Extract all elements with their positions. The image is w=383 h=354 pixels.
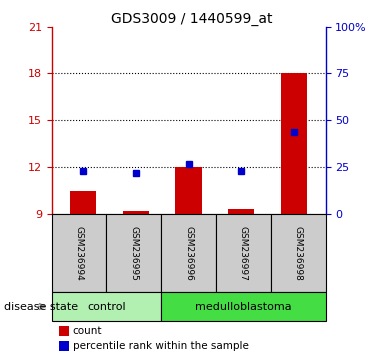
Text: control: control bbox=[87, 302, 126, 312]
Text: GSM236994: GSM236994 bbox=[75, 226, 83, 280]
Text: medulloblastoma: medulloblastoma bbox=[195, 302, 292, 312]
Bar bbox=[228, 210, 254, 214]
Text: percentile rank within the sample: percentile rank within the sample bbox=[73, 341, 249, 351]
Text: GSM236995: GSM236995 bbox=[129, 225, 138, 281]
Text: disease state: disease state bbox=[4, 302, 78, 312]
Text: GSM236998: GSM236998 bbox=[294, 225, 303, 281]
Bar bbox=[123, 211, 149, 214]
Text: GSM236996: GSM236996 bbox=[184, 225, 193, 281]
Bar bbox=[175, 167, 202, 214]
Text: count: count bbox=[73, 326, 102, 336]
Bar bbox=[70, 191, 97, 214]
Bar bbox=[281, 74, 307, 214]
Text: GDS3009 / 1440599_at: GDS3009 / 1440599_at bbox=[111, 12, 272, 27]
Text: GSM236997: GSM236997 bbox=[239, 225, 248, 281]
